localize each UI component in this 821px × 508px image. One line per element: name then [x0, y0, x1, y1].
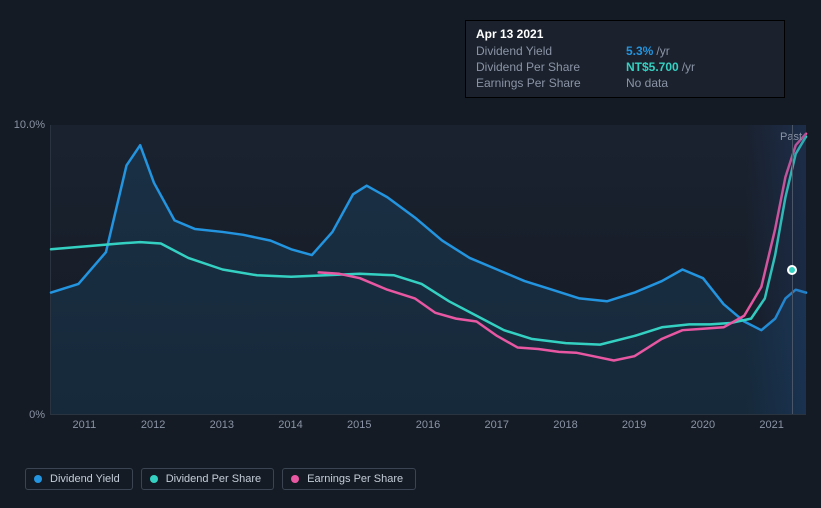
tooltip-row-nodata: No data — [626, 76, 668, 90]
y-axis-label-min: 0% — [29, 409, 45, 421]
tooltip-row-suffix: /yr — [682, 60, 695, 74]
tooltip-row-label: Dividend Per Share — [476, 60, 626, 74]
tooltip-row-value: 5.3% — [626, 44, 653, 58]
legend-item[interactable]: Dividend Per Share — [141, 468, 274, 490]
x-tick: 2013 — [210, 419, 234, 431]
x-tick: 2019 — [622, 419, 646, 431]
x-axis: 2011 2012 2013 2014 2015 2016 2017 2018 2019 2020… — [50, 419, 806, 435]
tooltip-row-label: Earnings Per Share — [476, 76, 626, 90]
x-tick: 2020 — [691, 419, 715, 431]
x-tick: 2016 — [416, 419, 440, 431]
x-tick: 2015 — [347, 419, 371, 431]
chart-legend: Dividend Yield Dividend Per Share Earnings… — [25, 468, 416, 490]
dividend-chart: 10.0% 0% Past 20112012201320142015201620… — [25, 100, 806, 445]
legend-label: Dividend Yield — [50, 473, 120, 485]
legend-label: Earnings Per Share — [307, 473, 403, 485]
legend-dot-icon — [291, 475, 299, 483]
x-tick: 2018 — [553, 419, 577, 431]
tooltip-row: Dividend Per ShareNT$5.700/yr — [476, 59, 774, 75]
legend-dot-icon — [150, 475, 158, 483]
legend-item[interactable]: Earnings Per Share — [282, 468, 416, 490]
tooltip-row: Earnings Per ShareNo data — [476, 75, 774, 91]
legend-label: Dividend Per Share — [166, 473, 261, 485]
marker-dot — [787, 265, 797, 275]
tooltip-row-value: NT$5.700 — [626, 60, 679, 74]
tooltip-row-label: Dividend Yield — [476, 44, 626, 58]
x-tick: 2017 — [484, 419, 508, 431]
x-tick: 2014 — [278, 419, 302, 431]
x-tick: 2011 — [73, 419, 97, 431]
x-tick: 2012 — [141, 419, 165, 431]
tooltip-date: Apr 13 2021 — [476, 27, 774, 41]
plot-area[interactable]: Past — [50, 125, 806, 415]
legend-item[interactable]: Dividend Yield — [25, 468, 133, 490]
y-axis-label-max: 10.0% — [14, 119, 45, 131]
chart-tooltip: Apr 13 2021 Dividend Yield5.3%/yrDividen… — [465, 20, 785, 98]
x-tick: 2021 — [759, 419, 783, 431]
tooltip-row-suffix: /yr — [656, 44, 669, 58]
tooltip-row: Dividend Yield5.3%/yr — [476, 43, 774, 59]
legend-dot-icon — [34, 475, 42, 483]
